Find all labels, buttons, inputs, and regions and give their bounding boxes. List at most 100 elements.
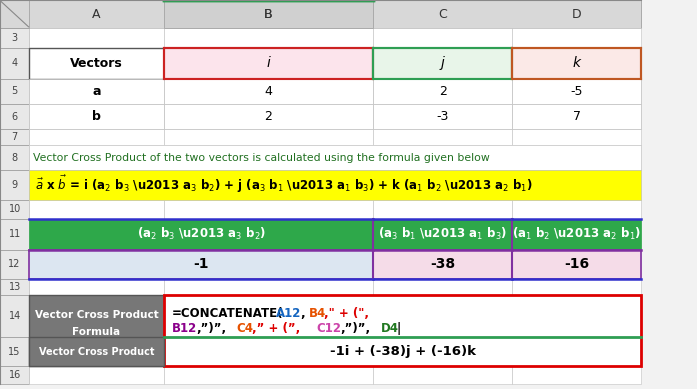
Bar xyxy=(29,104,164,129)
Bar xyxy=(512,219,641,250)
Bar xyxy=(29,337,164,366)
Bar xyxy=(373,250,512,279)
Text: 16: 16 xyxy=(8,370,21,380)
Bar xyxy=(29,28,164,48)
Bar xyxy=(373,104,512,129)
Text: |: | xyxy=(397,322,401,335)
Text: 8: 8 xyxy=(12,152,17,163)
Bar xyxy=(373,28,512,48)
Text: 15: 15 xyxy=(8,347,21,357)
Bar xyxy=(512,48,641,79)
Bar xyxy=(29,337,164,366)
Text: Vector Cross Product: Vector Cross Product xyxy=(39,347,154,357)
Bar xyxy=(373,279,512,295)
Bar xyxy=(0,366,29,384)
Bar xyxy=(373,48,512,79)
Bar xyxy=(512,79,641,104)
Bar xyxy=(164,219,373,250)
Bar xyxy=(29,219,164,250)
Text: A12: A12 xyxy=(276,307,302,320)
Text: 2: 2 xyxy=(264,110,273,123)
Bar xyxy=(0,104,29,129)
Text: 7: 7 xyxy=(573,110,581,123)
Text: B: B xyxy=(264,7,273,21)
Bar xyxy=(164,104,373,129)
Text: 10: 10 xyxy=(8,204,21,214)
Text: Vectors: Vectors xyxy=(70,57,123,70)
Bar xyxy=(0,129,29,145)
Bar xyxy=(29,279,164,295)
Bar xyxy=(512,200,641,219)
Bar xyxy=(164,337,373,366)
Text: C: C xyxy=(438,7,447,21)
Bar xyxy=(512,250,641,279)
Text: (a$_1$ b$_2$ \u2013 a$_2$ b$_1$): (a$_1$ b$_2$ \u2013 a$_2$ b$_1$) xyxy=(512,226,641,242)
Bar xyxy=(512,219,641,250)
Bar xyxy=(164,79,373,104)
Bar xyxy=(164,295,373,337)
Bar xyxy=(373,129,512,145)
Text: Vector Cross Product: Vector Cross Product xyxy=(35,310,158,320)
Bar xyxy=(29,79,164,104)
Text: i: i xyxy=(266,56,270,70)
Bar xyxy=(373,145,512,170)
Text: -1i + (-38)j + (-16)k: -1i + (-38)j + (-16)k xyxy=(330,345,475,358)
Text: 4: 4 xyxy=(264,85,273,98)
Bar xyxy=(164,79,373,104)
Text: a: a xyxy=(92,85,101,98)
Bar xyxy=(373,79,512,104)
Text: b: b xyxy=(92,110,101,123)
Bar xyxy=(29,295,164,366)
Text: $\vec{a}$ x $\vec{b}$ = i (a$_2$ b$_3$ \u2013 a$_3$ b$_2$) + j (a$_3$ b$_1$ \u20: $\vec{a}$ x $\vec{b}$ = i (a$_2$ b$_3$ \… xyxy=(35,174,533,195)
Bar xyxy=(164,366,373,384)
Text: 9: 9 xyxy=(12,180,17,190)
Bar xyxy=(373,104,512,129)
Text: D: D xyxy=(572,7,581,21)
Bar xyxy=(0,145,29,170)
Bar xyxy=(164,48,373,79)
Bar xyxy=(164,250,373,279)
Text: 7: 7 xyxy=(12,132,17,142)
Bar xyxy=(29,366,164,384)
Bar xyxy=(512,48,641,79)
Bar xyxy=(0,250,29,279)
Text: k: k xyxy=(573,56,581,70)
Text: ,: , xyxy=(300,307,305,320)
Bar xyxy=(29,48,164,79)
Bar xyxy=(0,28,29,48)
Bar xyxy=(0,0,29,28)
Bar xyxy=(164,170,373,200)
Bar xyxy=(29,170,164,200)
Bar xyxy=(0,200,29,219)
Text: =CONCATENATE(: =CONCATENATE( xyxy=(172,307,284,320)
Bar xyxy=(29,219,373,250)
Text: (a$_3$ b$_1$ \u2013 a$_1$ b$_3$): (a$_3$ b$_1$ \u2013 a$_1$ b$_3$) xyxy=(378,226,507,242)
Bar xyxy=(29,170,641,200)
Bar xyxy=(0,48,29,79)
Text: 5: 5 xyxy=(12,86,17,96)
Text: 4: 4 xyxy=(12,58,17,68)
Bar xyxy=(512,366,641,384)
Bar xyxy=(373,79,512,104)
Bar xyxy=(512,295,641,337)
Bar xyxy=(164,0,373,28)
Bar xyxy=(29,250,373,279)
Bar xyxy=(512,279,641,295)
Bar xyxy=(164,200,373,219)
Bar xyxy=(512,28,641,48)
Bar xyxy=(0,295,29,337)
Text: C12: C12 xyxy=(316,322,342,335)
Bar xyxy=(373,200,512,219)
Bar xyxy=(29,250,164,279)
Bar xyxy=(512,129,641,145)
Text: Formula: Formula xyxy=(72,327,121,337)
Text: Vector Cross Product of the two vectors is calculated using the formula given be: Vector Cross Product of the two vectors … xyxy=(33,152,489,163)
Text: D4: D4 xyxy=(381,322,399,335)
Bar xyxy=(0,0,641,28)
Bar xyxy=(373,295,512,337)
Bar xyxy=(512,104,641,129)
Bar xyxy=(29,104,164,129)
Bar xyxy=(512,79,641,104)
Bar xyxy=(373,219,512,250)
Text: (a$_2$ b$_3$ \u2013 a$_3$ b$_2$): (a$_2$ b$_3$ \u2013 a$_3$ b$_2$) xyxy=(137,226,266,242)
